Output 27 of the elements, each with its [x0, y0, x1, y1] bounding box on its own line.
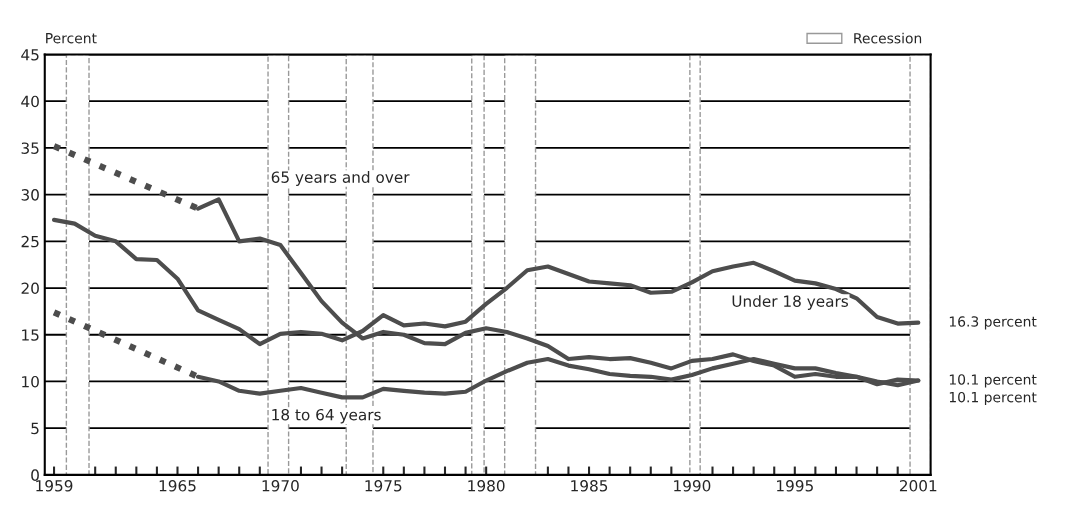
x-tick-label: 1970: [262, 480, 299, 492]
annotation: 65 years and over: [271, 171, 410, 186]
y-tick-label: 10: [22, 375, 39, 388]
x-tick-label: 1990: [674, 480, 711, 492]
y-tick-label: 45: [21, 49, 39, 61]
legend-label: Recession: [854, 32, 922, 44]
x-tick-label: 1985: [571, 480, 608, 492]
y-tick-label: 0: [31, 469, 39, 481]
y-tick-label: 25: [21, 235, 39, 248]
x-tick-label: 1965: [159, 480, 196, 492]
x-tick-label: 1959: [36, 480, 73, 492]
x-tick-label: 2001: [899, 480, 937, 492]
y-tick-label: 35: [21, 142, 39, 154]
text: 10.1 percent: [949, 391, 1037, 406]
annotation: Under 18 years: [732, 295, 848, 310]
text: 16.3 percent: [949, 316, 1037, 330]
x-tick-label: 1980: [468, 480, 505, 492]
annotation: 18 to 64 years: [272, 408, 381, 424]
y-tick-label: 40: [21, 95, 39, 108]
y-tick-label: 5: [31, 422, 39, 435]
y-tick-label: 30: [21, 189, 39, 201]
y-tick-label: 15: [22, 329, 39, 341]
y-tick-label: 20: [21, 282, 39, 295]
x-tick-label: 1975: [365, 480, 402, 492]
x-tick-label: 1995: [777, 480, 813, 492]
text: 10.1 percent: [949, 374, 1037, 388]
y-axis-title: Percent: [46, 33, 97, 44]
